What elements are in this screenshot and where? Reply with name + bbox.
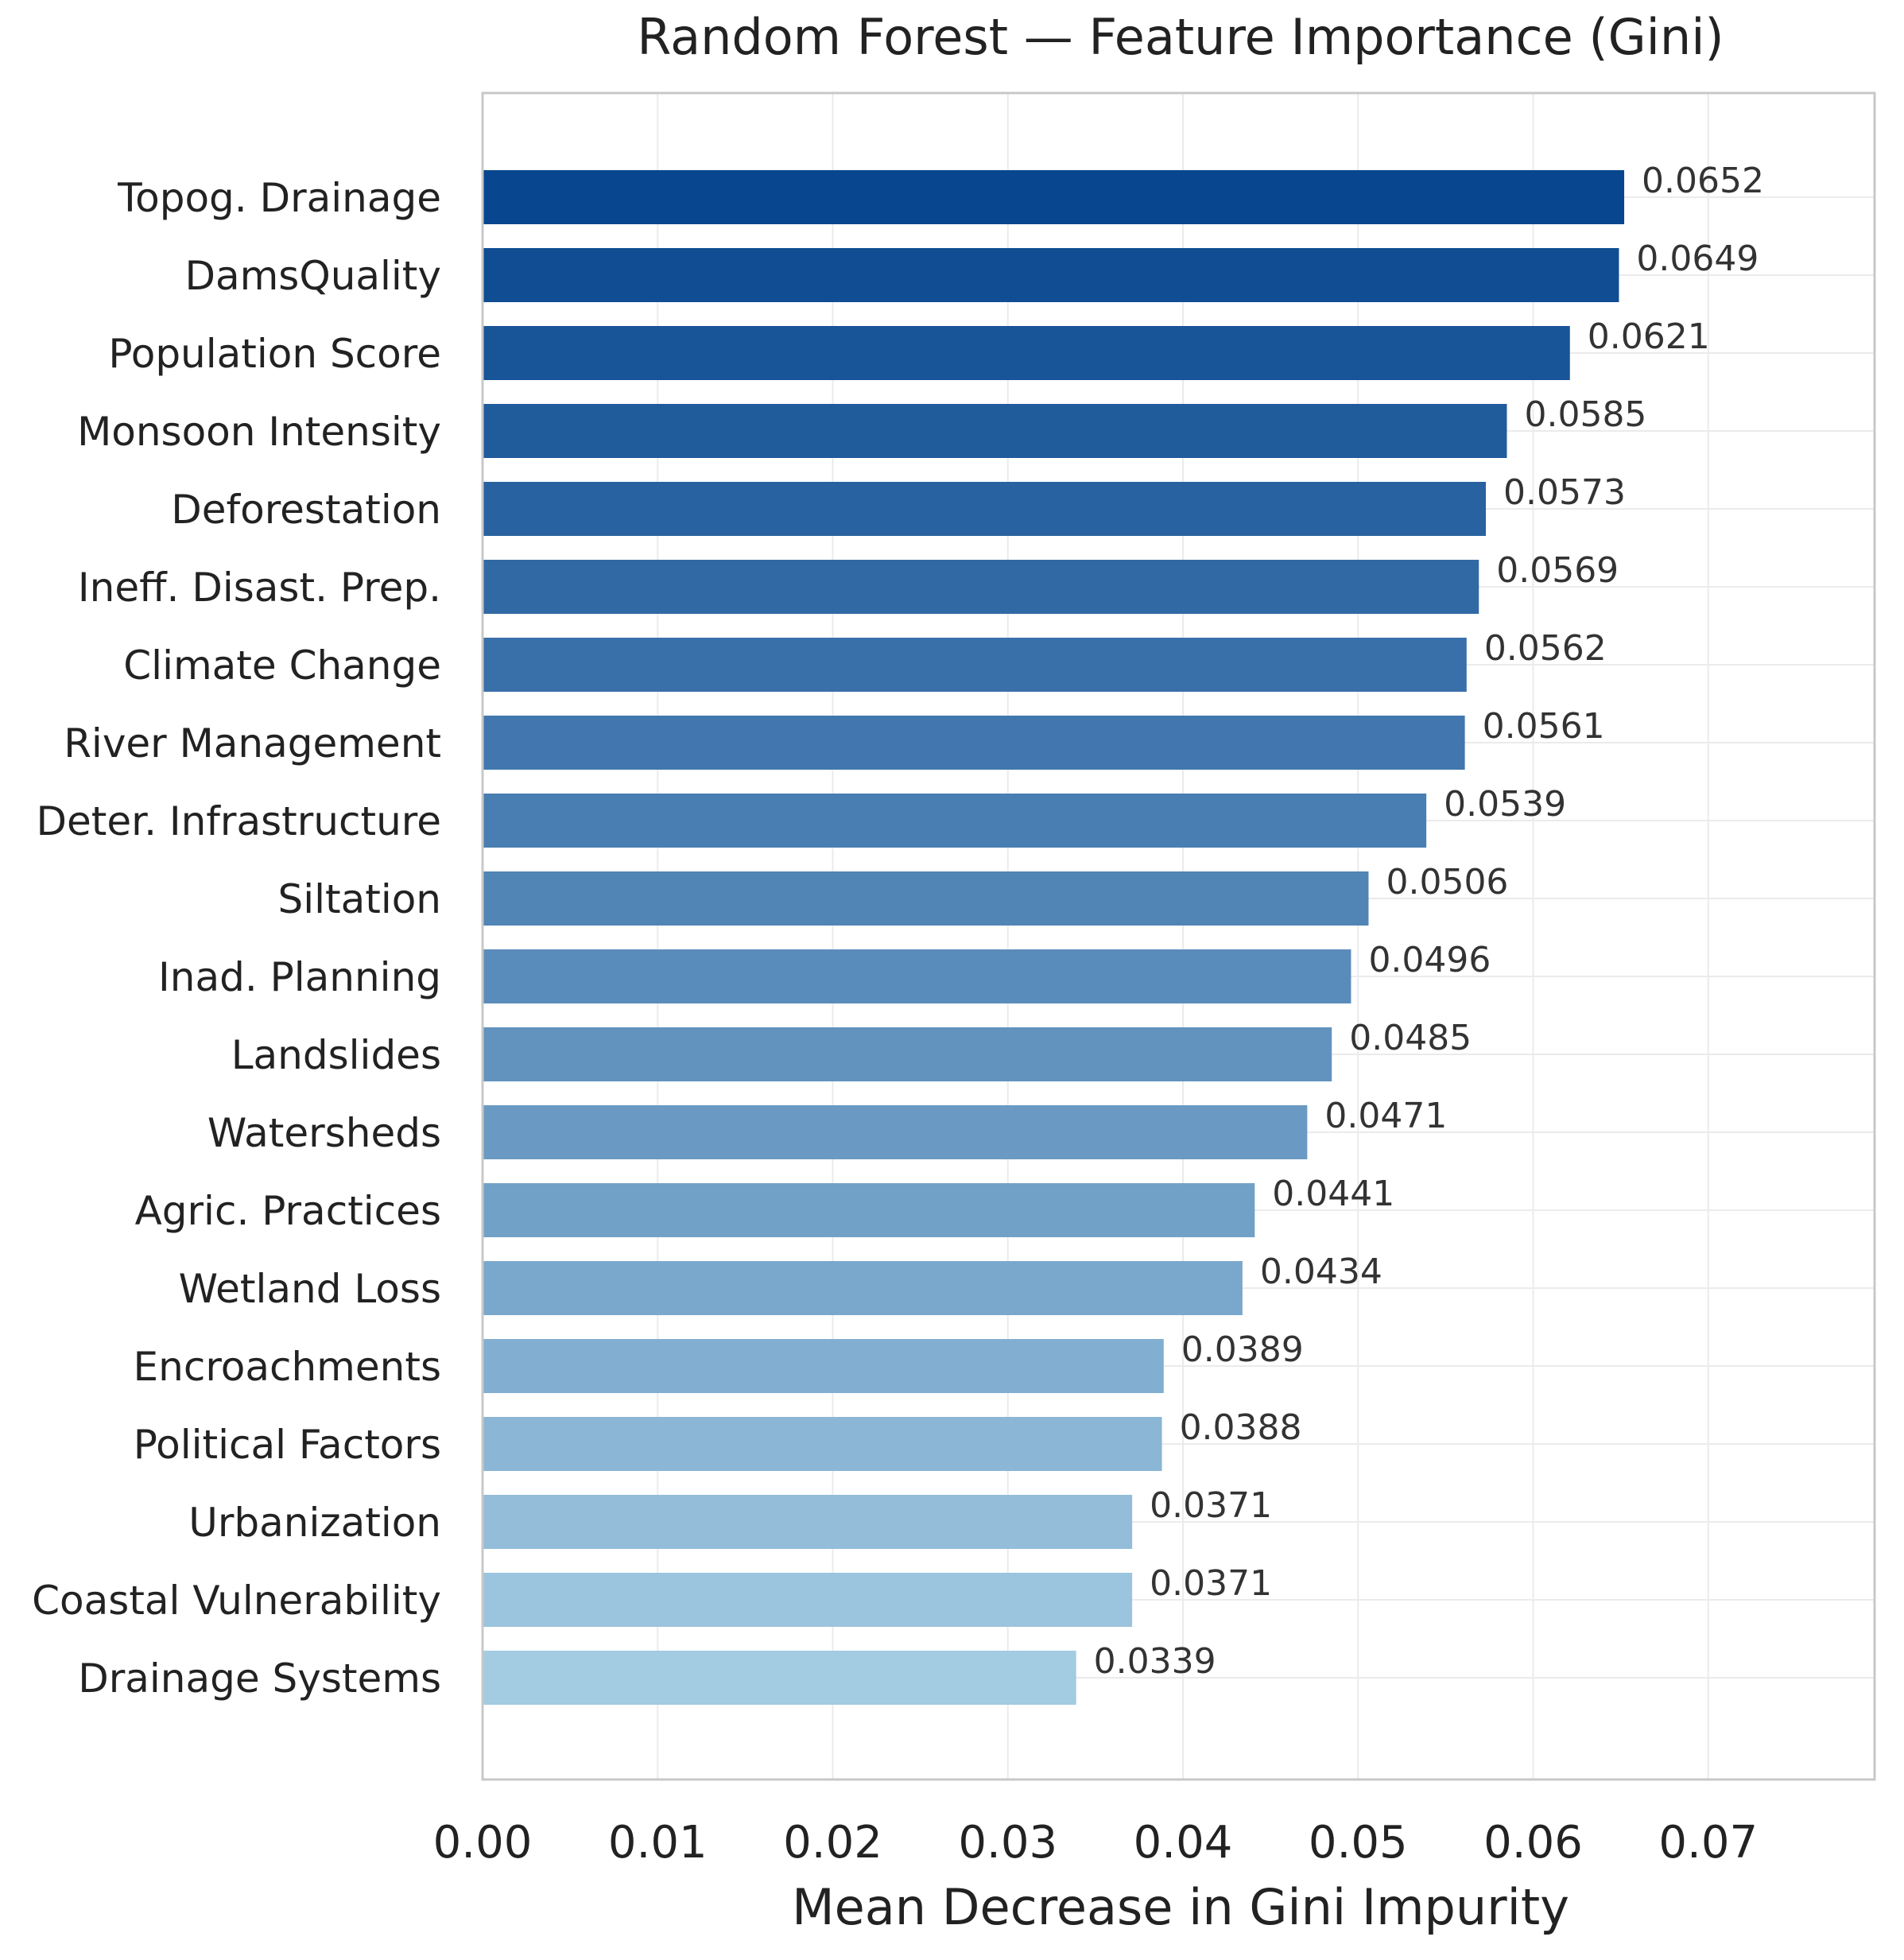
bar-value-label: 0.0371: [1150, 1563, 1272, 1604]
bar-value-label: 0.0621: [1588, 316, 1710, 357]
category-label: Watersheds: [207, 1110, 441, 1156]
x-tick-label: 0.03: [958, 1817, 1057, 1869]
category-label: Climate Change: [123, 642, 441, 689]
bars: [483, 170, 1625, 1705]
bar: [483, 949, 1351, 1003]
bar-value-label: 0.0388: [1180, 1407, 1302, 1448]
category-label: Wetland Loss: [179, 1266, 441, 1312]
bar: [483, 1573, 1133, 1627]
bar-value-label: 0.0539: [1444, 784, 1566, 825]
bar-value-label: 0.0562: [1484, 628, 1607, 669]
bar-value-label: 0.0485: [1349, 1018, 1472, 1058]
bar: [483, 1027, 1332, 1081]
bar: [483, 1183, 1255, 1237]
x-tick-label: 0.01: [608, 1817, 708, 1869]
x-tick-label: 0.06: [1483, 1817, 1583, 1869]
category-label: Topog. Drainage: [117, 175, 441, 221]
category-label: Deforestation: [171, 487, 441, 533]
bar-value-label: 0.0389: [1181, 1329, 1304, 1370]
category-label: Political Factors: [134, 1422, 441, 1468]
bar: [483, 1495, 1133, 1549]
category-label: Deter. Infrastructure: [36, 798, 441, 844]
x-tick-labels: 0.00 0.01 0.02 0.03 0.04 0.05 0.06 0.07: [433, 1817, 1758, 1869]
bar: [483, 560, 1479, 614]
bar: [483, 716, 1465, 770]
category-labels: Topog. Drainage DamsQuality Population Sco…: [32, 175, 441, 1702]
category-label: Monsoon Intensity: [77, 409, 441, 455]
bar: [483, 1105, 1308, 1159]
bar-value-label: 0.0434: [1260, 1252, 1382, 1292]
bar: [483, 248, 1619, 302]
bar: [483, 638, 1467, 692]
category-label: Inad. Planning: [158, 954, 441, 1000]
category-label: DamsQuality: [184, 253, 441, 299]
x-tick-label: 0.02: [783, 1817, 882, 1869]
x-axis-label: Mean Decrease in Gini Impurity: [792, 1878, 1569, 1936]
category-label: Agric. Practices: [135, 1188, 441, 1234]
x-tick-label: 0.05: [1309, 1817, 1408, 1869]
bar: [483, 482, 1487, 536]
category-label: Coastal Vulnerability: [32, 1578, 441, 1624]
category-label: Ineff. Disast. Prep.: [78, 565, 441, 611]
bar-value-label: 0.0573: [1503, 472, 1626, 513]
bar-value-label: 0.0649: [1636, 239, 1759, 279]
bar: [483, 404, 1507, 458]
value-labels: 0.0652 0.0649 0.0621 0.0585 0.0573 0.0569 0.05…: [1094, 161, 1764, 1682]
bar: [483, 871, 1369, 926]
bar-value-label: 0.0371: [1150, 1485, 1272, 1526]
bar-value-label: 0.0471: [1324, 1096, 1447, 1136]
x-tick-label: 0.07: [1658, 1817, 1758, 1869]
bar-value-label: 0.0339: [1094, 1641, 1216, 1682]
bar-value-label: 0.0652: [1642, 161, 1764, 201]
category-label: Urbanization: [188, 1500, 441, 1546]
category-label: River Management: [64, 720, 441, 767]
category-label: Drainage Systems: [78, 1655, 441, 1702]
bar-value-label: 0.0561: [1483, 706, 1605, 747]
bar: [483, 1339, 1164, 1393]
category-label: Encroachments: [134, 1344, 441, 1390]
category-label: Siltation: [277, 876, 441, 922]
bar: [483, 1261, 1243, 1315]
bar-value-label: 0.0441: [1272, 1174, 1394, 1214]
bar-value-label: 0.0496: [1368, 940, 1491, 980]
bar: [483, 326, 1570, 380]
bar: [483, 170, 1625, 224]
bar-value-label: 0.0569: [1496, 550, 1619, 591]
bar: [483, 794, 1427, 848]
category-label: Population Score: [108, 331, 441, 377]
category-label: Landslides: [231, 1032, 441, 1078]
plot-frame: [481, 91, 1876, 1781]
chart-title: Random Forest — Feature Importance (Gini…: [637, 8, 1724, 66]
bar-value-label: 0.0506: [1386, 862, 1508, 902]
bar: [483, 1417, 1162, 1471]
x-tick-label: 0.04: [1134, 1817, 1233, 1869]
bar: [483, 1651, 1076, 1705]
x-tick-label: 0.00: [433, 1817, 533, 1869]
bar-value-label: 0.0585: [1524, 394, 1646, 435]
